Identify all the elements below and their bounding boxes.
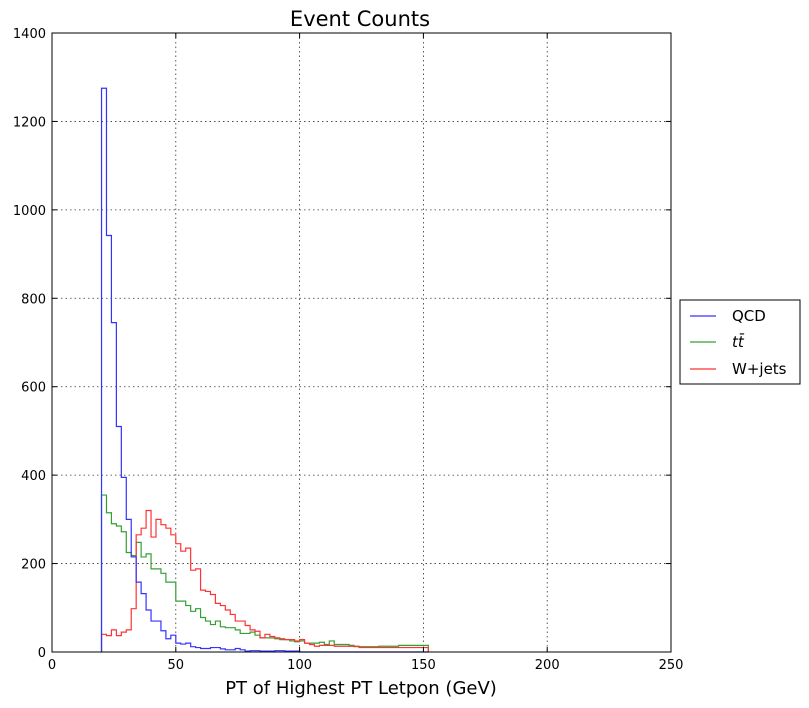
- y-tick-label: 1200: [13, 115, 46, 130]
- legend-label-wjets: W+jets: [732, 360, 787, 378]
- x-tick-label: 200: [535, 658, 560, 673]
- y-tick-label: 800: [21, 292, 46, 307]
- x-tick-label: 250: [659, 658, 684, 673]
- series-line-w-jets: [100, 509, 429, 652]
- y-tick-label: 1000: [13, 204, 46, 219]
- series-layer: [100, 87, 429, 653]
- grid: [52, 33, 671, 652]
- x-axis: 0 50 100 150 200 250: [48, 33, 684, 673]
- chart-title: Event Counts: [290, 7, 430, 31]
- y-tick-label: 400: [21, 469, 46, 484]
- y-tick-label: 600: [21, 381, 46, 396]
- legend-label-qcd: QCD: [732, 307, 766, 325]
- y-tick-label: 200: [21, 558, 46, 573]
- y-tick-label: 0: [38, 646, 46, 661]
- x-axis-label: PT of Highest PT Letpon (GeV): [225, 678, 497, 699]
- legend-label-ttbar: tt̄: [732, 332, 745, 351]
- legend: QCD tt̄ W+jets: [679, 299, 801, 385]
- x-tick-label: 50: [168, 658, 185, 673]
- x-tick-label: 100: [287, 658, 312, 673]
- y-tick-label: 1400: [13, 27, 46, 42]
- x-tick-label: 0: [48, 658, 56, 673]
- x-tick-label: 150: [411, 658, 436, 673]
- plot-frame: [51, 32, 672, 653]
- y-axis: 0 200 400 600 800 1000 1200 1400: [13, 27, 671, 661]
